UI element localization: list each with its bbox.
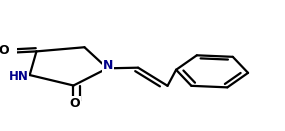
Text: O: O: [0, 44, 9, 57]
Text: HN: HN: [9, 70, 28, 83]
Text: N: N: [103, 59, 113, 72]
Text: O: O: [70, 97, 80, 110]
